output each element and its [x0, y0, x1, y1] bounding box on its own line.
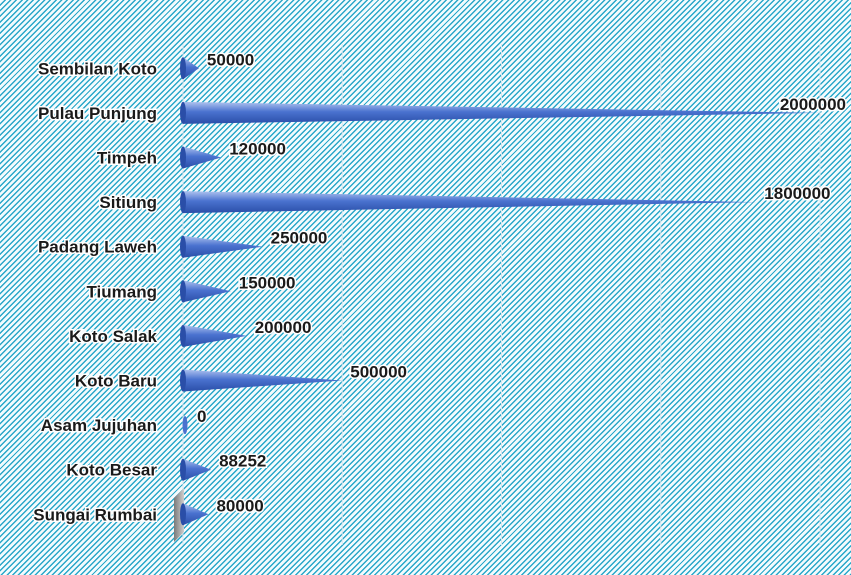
bars — [180, 57, 820, 526]
value-label: 50000 — [207, 50, 254, 69]
bar-base — [180, 369, 186, 392]
value-label: 88252 — [219, 452, 266, 471]
bar — [183, 369, 343, 392]
category-label: Koto Baru — [75, 372, 157, 391]
category-label: Asam Jujuhan — [41, 416, 157, 435]
bar-base — [180, 57, 186, 80]
category-label: Timpeh — [97, 149, 157, 168]
category-label: Sungai Rumbai — [33, 505, 157, 524]
bar — [183, 503, 209, 526]
bar — [183, 235, 263, 258]
value-label: 80000 — [216, 496, 263, 515]
category-labels: Sembilan Koto Pulau Punjung Timpeh Sitiung P… — [32, 58, 159, 526]
bar — [183, 191, 757, 214]
bar-base — [180, 235, 186, 258]
value-label: 150000 — [239, 273, 296, 292]
value-label: 250000 — [271, 229, 328, 248]
category-label: Sembilan Koto — [38, 59, 157, 78]
value-label: 0 — [197, 407, 206, 426]
category-label: Tiumang — [86, 282, 157, 301]
value-label: 200000 — [255, 318, 312, 337]
axis-wall — [174, 488, 184, 542]
bar — [183, 57, 199, 80]
value-labels: 5000020000001200001800000250000150000200… — [196, 49, 848, 517]
bar-base — [180, 503, 186, 526]
category-label: Pulau Punjung — [38, 104, 157, 123]
bar-base — [180, 280, 186, 303]
bar — [183, 458, 212, 481]
bar-base — [180, 458, 186, 481]
value-label: 1800000 — [764, 184, 830, 203]
bar — [182, 416, 188, 435]
category-label: Sitiung — [99, 193, 157, 212]
bar — [183, 324, 247, 347]
bar-base — [180, 101, 186, 124]
value-label: 500000 — [350, 363, 407, 382]
category-label: Padang Laweh — [38, 238, 157, 257]
bar-base — [180, 146, 186, 169]
value-label: 2000000 — [780, 95, 846, 114]
bar — [183, 101, 820, 124]
bar-base — [180, 191, 186, 214]
value-label: 120000 — [229, 140, 286, 159]
category-label: Koto Besar — [66, 461, 157, 480]
category-label: Koto Salak — [69, 327, 157, 346]
bar — [183, 146, 222, 169]
bar — [183, 280, 231, 303]
bar-base — [180, 324, 186, 347]
